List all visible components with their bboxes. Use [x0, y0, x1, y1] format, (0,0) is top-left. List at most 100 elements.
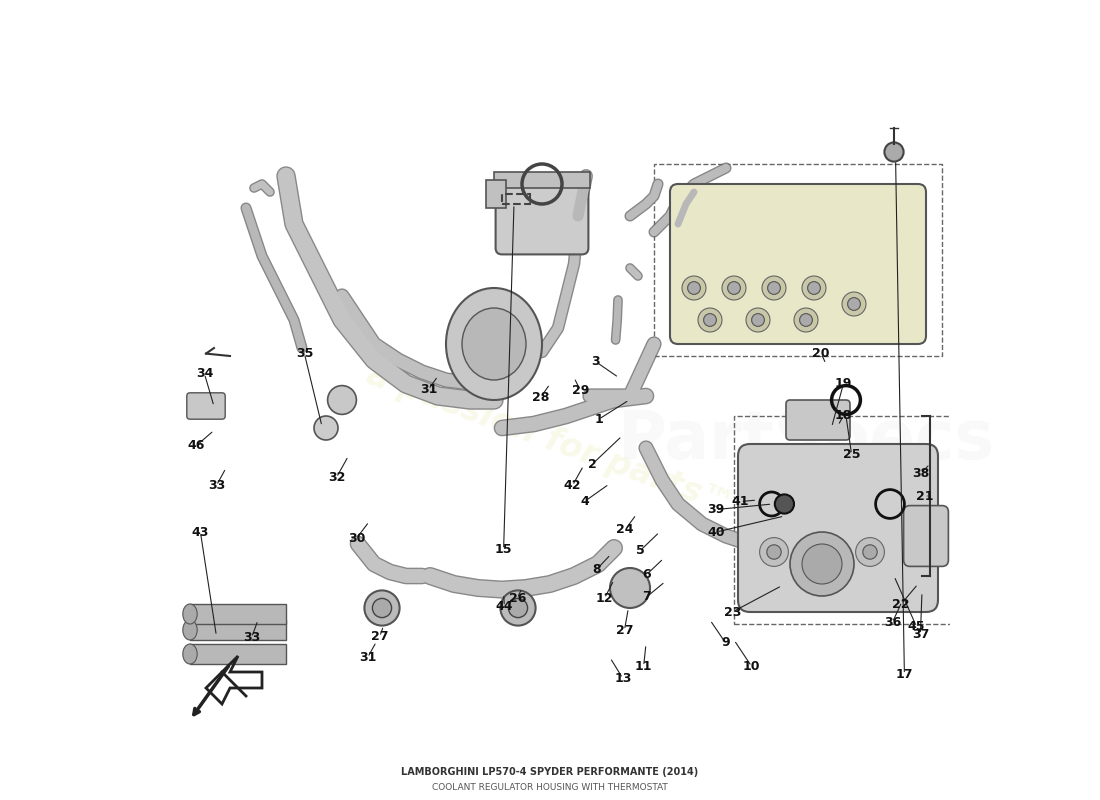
Ellipse shape: [183, 604, 197, 624]
Text: 46: 46: [188, 439, 205, 452]
Circle shape: [682, 276, 706, 300]
Ellipse shape: [183, 644, 197, 664]
Circle shape: [722, 276, 746, 300]
Text: 30: 30: [348, 532, 365, 545]
Bar: [190, 604, 286, 624]
Text: 43: 43: [191, 526, 209, 538]
Text: 9: 9: [720, 636, 729, 649]
Bar: [734, 416, 958, 624]
Text: 40: 40: [707, 526, 725, 538]
Circle shape: [768, 282, 780, 294]
Circle shape: [373, 598, 392, 618]
FancyBboxPatch shape: [187, 393, 225, 419]
Text: 38: 38: [912, 467, 930, 480]
Text: LAMBORGHINI LP570-4 SPYDER PERFORMANTE (2014): LAMBORGHINI LP570-4 SPYDER PERFORMANTE (…: [402, 767, 698, 777]
Text: 5: 5: [636, 544, 645, 557]
Ellipse shape: [462, 308, 526, 380]
Circle shape: [698, 308, 722, 332]
Text: 45: 45: [908, 620, 925, 633]
Text: 6: 6: [642, 568, 651, 581]
Text: 34: 34: [196, 367, 213, 380]
Text: 29: 29: [572, 384, 590, 397]
Text: 4: 4: [580, 495, 588, 508]
Text: COOLANT REGULATOR HOUSING WITH THERMOSTAT: COOLANT REGULATOR HOUSING WITH THERMOSTA…: [432, 783, 668, 793]
Text: 26: 26: [508, 592, 526, 605]
Text: 39: 39: [707, 503, 724, 516]
Text: 37: 37: [912, 628, 930, 641]
Circle shape: [815, 545, 829, 559]
Bar: [494, 172, 590, 188]
Text: 31: 31: [420, 383, 437, 396]
FancyBboxPatch shape: [903, 506, 948, 566]
Text: 17: 17: [895, 668, 913, 681]
Circle shape: [364, 590, 399, 626]
Text: 27: 27: [616, 624, 634, 637]
Circle shape: [790, 532, 854, 596]
Text: 33: 33: [243, 631, 261, 644]
Bar: [502, 194, 530, 204]
Text: 13: 13: [614, 672, 631, 685]
Circle shape: [802, 276, 826, 300]
Text: 31: 31: [359, 651, 376, 664]
Circle shape: [688, 282, 701, 294]
Circle shape: [802, 544, 842, 584]
Ellipse shape: [183, 620, 197, 640]
Circle shape: [704, 314, 716, 326]
Bar: [654, 164, 942, 356]
Bar: [486, 180, 506, 208]
Circle shape: [751, 314, 764, 326]
Circle shape: [508, 598, 528, 618]
Text: 23: 23: [724, 606, 741, 618]
Text: 35: 35: [296, 347, 314, 360]
Circle shape: [746, 308, 770, 332]
Text: 18: 18: [835, 409, 852, 422]
Text: 3: 3: [592, 355, 600, 368]
Circle shape: [727, 282, 740, 294]
Text: 41: 41: [732, 495, 749, 508]
Circle shape: [794, 308, 818, 332]
Text: 25: 25: [843, 448, 860, 461]
Circle shape: [856, 538, 884, 566]
Ellipse shape: [446, 288, 542, 400]
FancyBboxPatch shape: [786, 400, 850, 440]
Text: 8: 8: [592, 563, 601, 576]
FancyBboxPatch shape: [670, 184, 926, 344]
Text: 32: 32: [328, 471, 345, 484]
Circle shape: [884, 142, 903, 162]
Circle shape: [328, 386, 356, 414]
Circle shape: [767, 545, 781, 559]
Text: 2: 2: [588, 458, 597, 470]
Circle shape: [807, 538, 836, 566]
Circle shape: [848, 298, 860, 310]
Text: 27: 27: [371, 630, 388, 643]
Text: 1: 1: [594, 413, 603, 426]
Circle shape: [862, 545, 877, 559]
Text: 19: 19: [835, 377, 852, 390]
Text: 11: 11: [635, 660, 652, 673]
FancyBboxPatch shape: [496, 182, 588, 254]
Circle shape: [500, 590, 536, 626]
Text: a passion for parts™: a passion for parts™: [362, 358, 738, 522]
Text: PartSpecs: PartSpecs: [617, 407, 994, 473]
Circle shape: [807, 282, 821, 294]
Text: 21: 21: [915, 490, 933, 502]
Circle shape: [842, 292, 866, 316]
Text: 24: 24: [616, 523, 634, 536]
Text: 20: 20: [813, 347, 829, 360]
Text: 12: 12: [596, 592, 613, 605]
Text: 10: 10: [742, 660, 760, 673]
Text: 33: 33: [208, 479, 226, 492]
Text: 28: 28: [531, 391, 549, 404]
Text: 44: 44: [496, 600, 513, 613]
Text: 15: 15: [495, 543, 513, 556]
FancyBboxPatch shape: [738, 444, 938, 612]
Text: 42: 42: [563, 479, 581, 492]
Circle shape: [760, 538, 789, 566]
Text: 7: 7: [642, 590, 651, 603]
Circle shape: [762, 276, 786, 300]
Circle shape: [800, 314, 813, 326]
Bar: [190, 620, 286, 640]
Text: 36: 36: [883, 616, 901, 629]
Text: 22: 22: [892, 598, 910, 610]
Circle shape: [774, 494, 794, 514]
